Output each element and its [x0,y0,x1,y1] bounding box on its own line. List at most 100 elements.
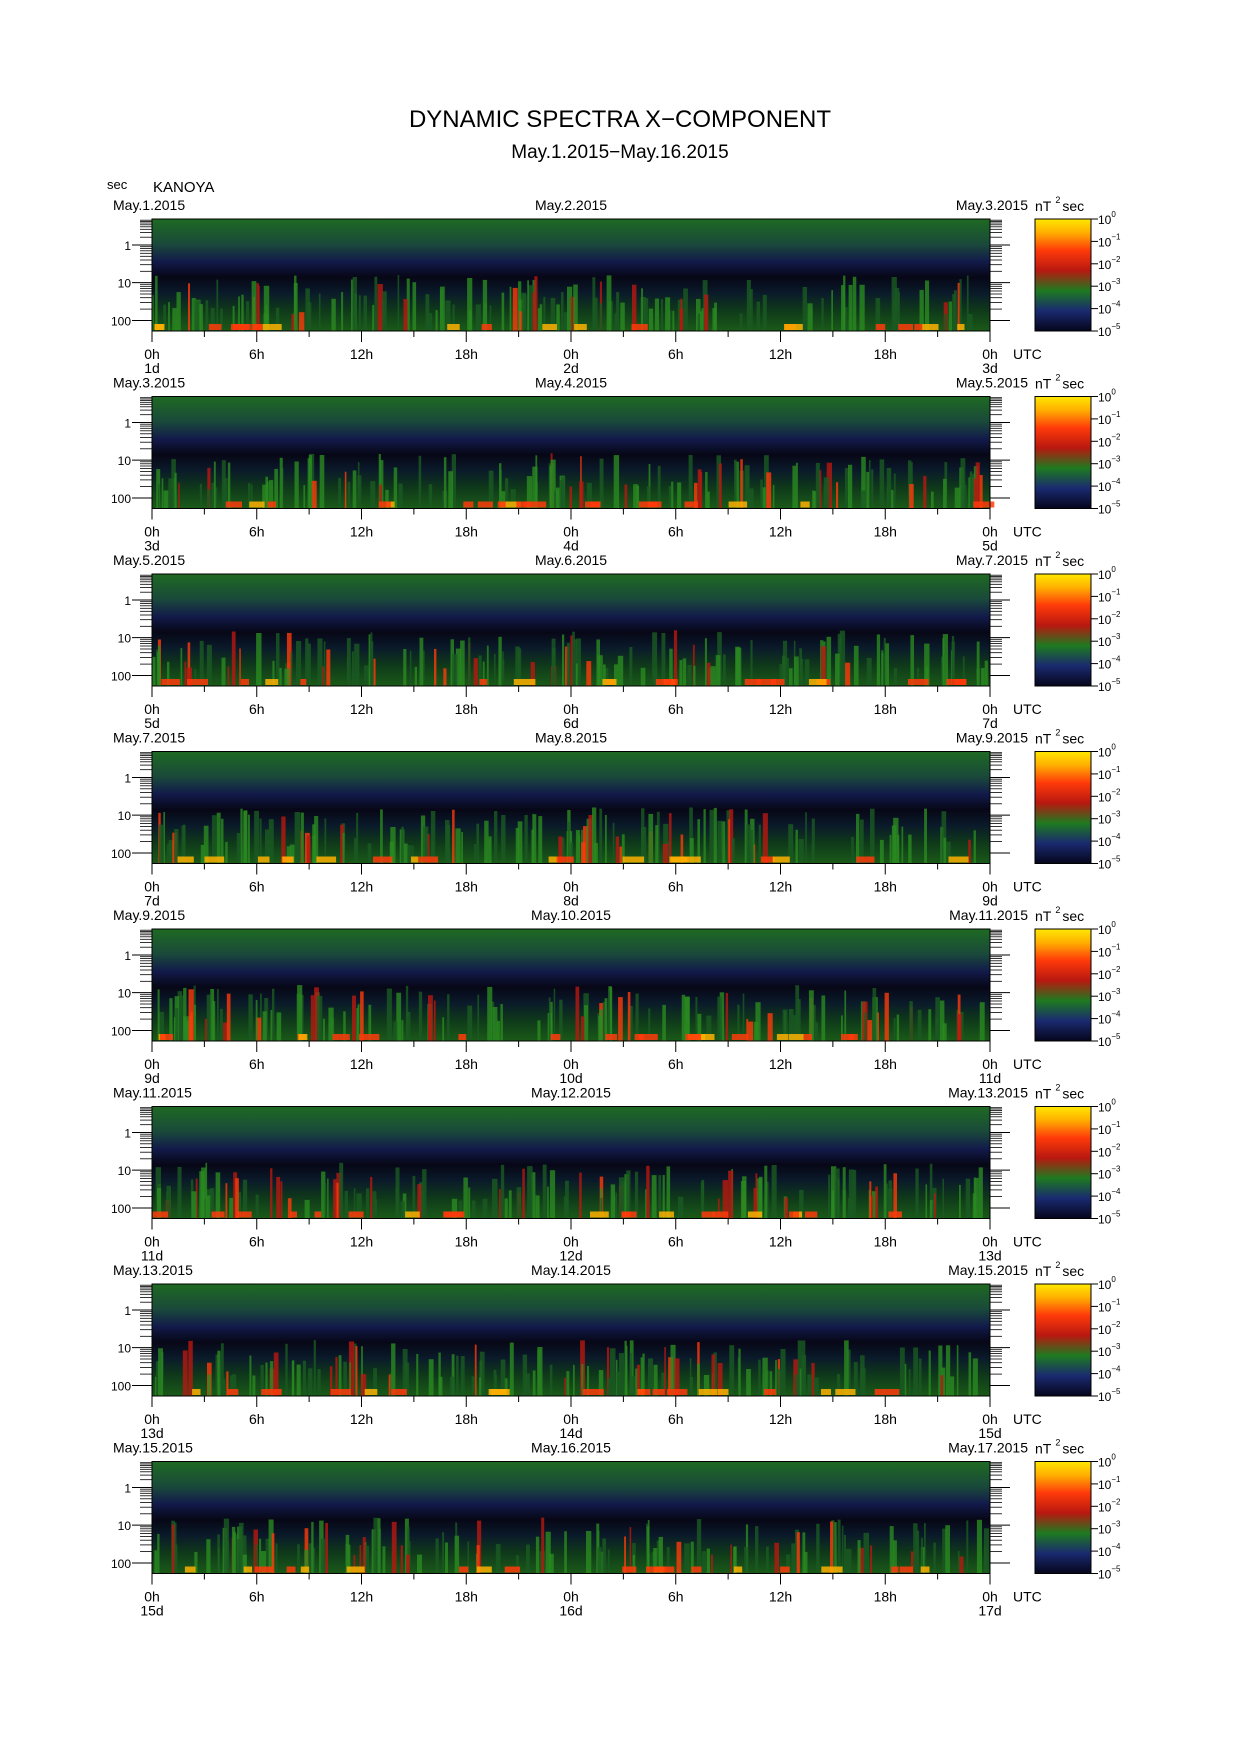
y-tick-label: 10 [118,1519,132,1533]
x-tick-label: 0h [144,1589,160,1605]
colorbar-tick-label: 10−1 [1098,1475,1121,1492]
panel-start-date: May.7.2015 [113,730,185,746]
colorbar-tick-label: 10−1 [1098,232,1121,249]
x-tick-label: 0h [144,1056,160,1072]
panel-mid-date: May.8.2015 [535,730,607,746]
spectrogram-image [152,929,990,1041]
colorbar-tick-label: 100 [1098,1275,1116,1292]
x-tick-label: 0h [144,346,160,362]
spectrogram-panel: May.3.2015 May.4.2015 May.5.2015 1 10 100 0h 6h… [111,373,1121,554]
colorbar-tick-label: 10−5 [1098,1387,1121,1404]
x-tick-label: 6h [249,701,265,717]
panel-start-date: May.3.2015 [113,375,185,391]
colorbar-tick-label: 10−4 [1098,1365,1121,1382]
day-label: 5d [144,715,160,731]
spectrogram-panel: May.5.2015 May.6.2015 May.7.2015 1 10 100 0h 6h… [111,550,1121,731]
spectrogram-panel: May.9.2015 May.10.2015 May.11.2015 1 10 100 0h… [111,905,1121,1086]
x-tick-label: 6h [249,1411,265,1427]
y-minor-ticks [140,752,1002,842]
x-tick-label: 12h [350,1056,373,1072]
y-tick-label: 100 [111,492,131,506]
colorbar-tick-label: 100 [1098,565,1116,582]
colorbar-tick-label: 10−5 [1098,500,1121,517]
x-tick-label: 0h [563,1056,579,1072]
day-label: 6d [563,715,579,731]
panel-mid-date: May.14.2015 [531,1262,611,1278]
x-tick-label: 6h [249,879,265,895]
y-tick-label: 1 [124,949,131,963]
day-label: 13d [140,1425,163,1441]
x-tick-label: 6h [249,524,265,540]
panel-start-date: May.9.2015 [113,907,185,923]
panel-start-date: May.5.2015 [113,552,185,568]
colorbar-unit: nT 2 sec [1035,728,1084,747]
x-tick-label: 18h [874,346,897,362]
panel-start-date: May.15.2015 [113,1440,193,1456]
x-tick-label: 0h [982,346,998,362]
x-tick-label: 18h [455,524,478,540]
x-tick-label: 6h [668,879,684,895]
day-label: 15d [140,1603,163,1619]
x-tick-label: 12h [350,1411,373,1427]
colorbar [1034,1283,1092,1397]
x-tick-label: 0h [144,879,160,895]
colorbar-tick-label: 10−1 [1098,410,1121,427]
day-label: 7d [982,715,998,731]
colorbar-tick-label: 100 [1098,743,1116,760]
panel-start-date: May.1.2015 [113,197,185,213]
x-tick-label: 18h [874,524,897,540]
utc-label: UTC [1013,346,1042,362]
colorbar-unit: nT 2 sec [1035,373,1084,392]
day-label: 11d [141,1248,163,1264]
x-tick-label: 6h [249,1589,265,1605]
x-tick-label: 0h [563,1234,579,1250]
x-tick-label: 0h [144,701,160,717]
day-label: 1d [144,360,160,376]
day-label: 8d [563,893,579,909]
y-tick-label: 10 [118,277,132,291]
colorbar-tick-label: 100 [1098,920,1116,937]
colorbar-tick-label: 10−3 [1098,1520,1121,1537]
panel-mid-date: May.6.2015 [535,552,607,568]
utc-label: UTC [1013,1234,1042,1250]
spectrogram-panel: May.7.2015 May.8.2015 May.9.2015 1 10 100 0h 6h… [111,728,1121,909]
y-tick-label: 100 [111,1379,131,1393]
spectrogram-activity [154,1340,978,1396]
x-tick-label: 0h [563,1589,579,1605]
x-tick-label: 0h [144,1411,160,1427]
y-tick-label: 1 [124,771,131,785]
x-tick-label: 12h [350,1589,373,1605]
x-tick-label: 12h [769,701,792,717]
x-tick-label: 18h [874,1234,897,1250]
panel-end-date: May.11.2015 [949,907,1028,923]
y-tick-label: 10 [118,632,132,646]
colorbar-unit: nT 2 sec [1035,1083,1084,1102]
y-minor-ticks [140,929,1002,1020]
x-tick-label: 12h [350,346,373,362]
utc-label: UTC [1013,1056,1042,1072]
x-tick-label: 6h [668,1411,684,1427]
y-tick-label: 10 [118,1342,132,1356]
utc-label: UTC [1013,701,1042,717]
colorbar-tick-label: 10−2 [1098,1142,1121,1159]
colorbar-tick-label: 10−4 [1098,1010,1121,1027]
panel-end-date: May.17.2015 [948,1440,1028,1456]
colorbar-tick-label: 10−2 [1098,610,1121,627]
panel-mid-date: May.10.2015 [531,907,611,923]
colorbar-tick-label: 10−3 [1098,1165,1121,1182]
day-label: 10d [559,1070,582,1086]
day-label: 7d [144,893,160,909]
day-label: 11d [979,1070,1001,1086]
x-tick-label: 0h [563,346,579,362]
x-tick-label: 18h [455,879,478,895]
x-tick-label: 0h [982,1589,998,1605]
spectrogram-activity [152,630,988,686]
colorbar-tick-label: 10−5 [1098,1032,1121,1049]
colorbar [1034,928,1092,1042]
y-tick-label: 100 [111,1024,131,1038]
colorbar-tick-label: 10−5 [1098,1565,1121,1582]
panel-end-date: May.7.2015 [956,552,1028,568]
colorbar-tick-label: 10−3 [1098,1342,1121,1359]
day-label: 13d [978,1248,1001,1264]
day-label: 15d [978,1425,1001,1441]
